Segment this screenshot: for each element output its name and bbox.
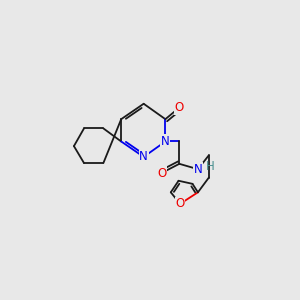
Text: O: O (157, 167, 166, 180)
Text: H: H (206, 160, 214, 172)
Text: O: O (176, 197, 185, 210)
Text: N: N (139, 150, 148, 164)
Text: N: N (194, 163, 202, 176)
Text: N: N (161, 135, 170, 148)
Text: O: O (175, 101, 184, 114)
